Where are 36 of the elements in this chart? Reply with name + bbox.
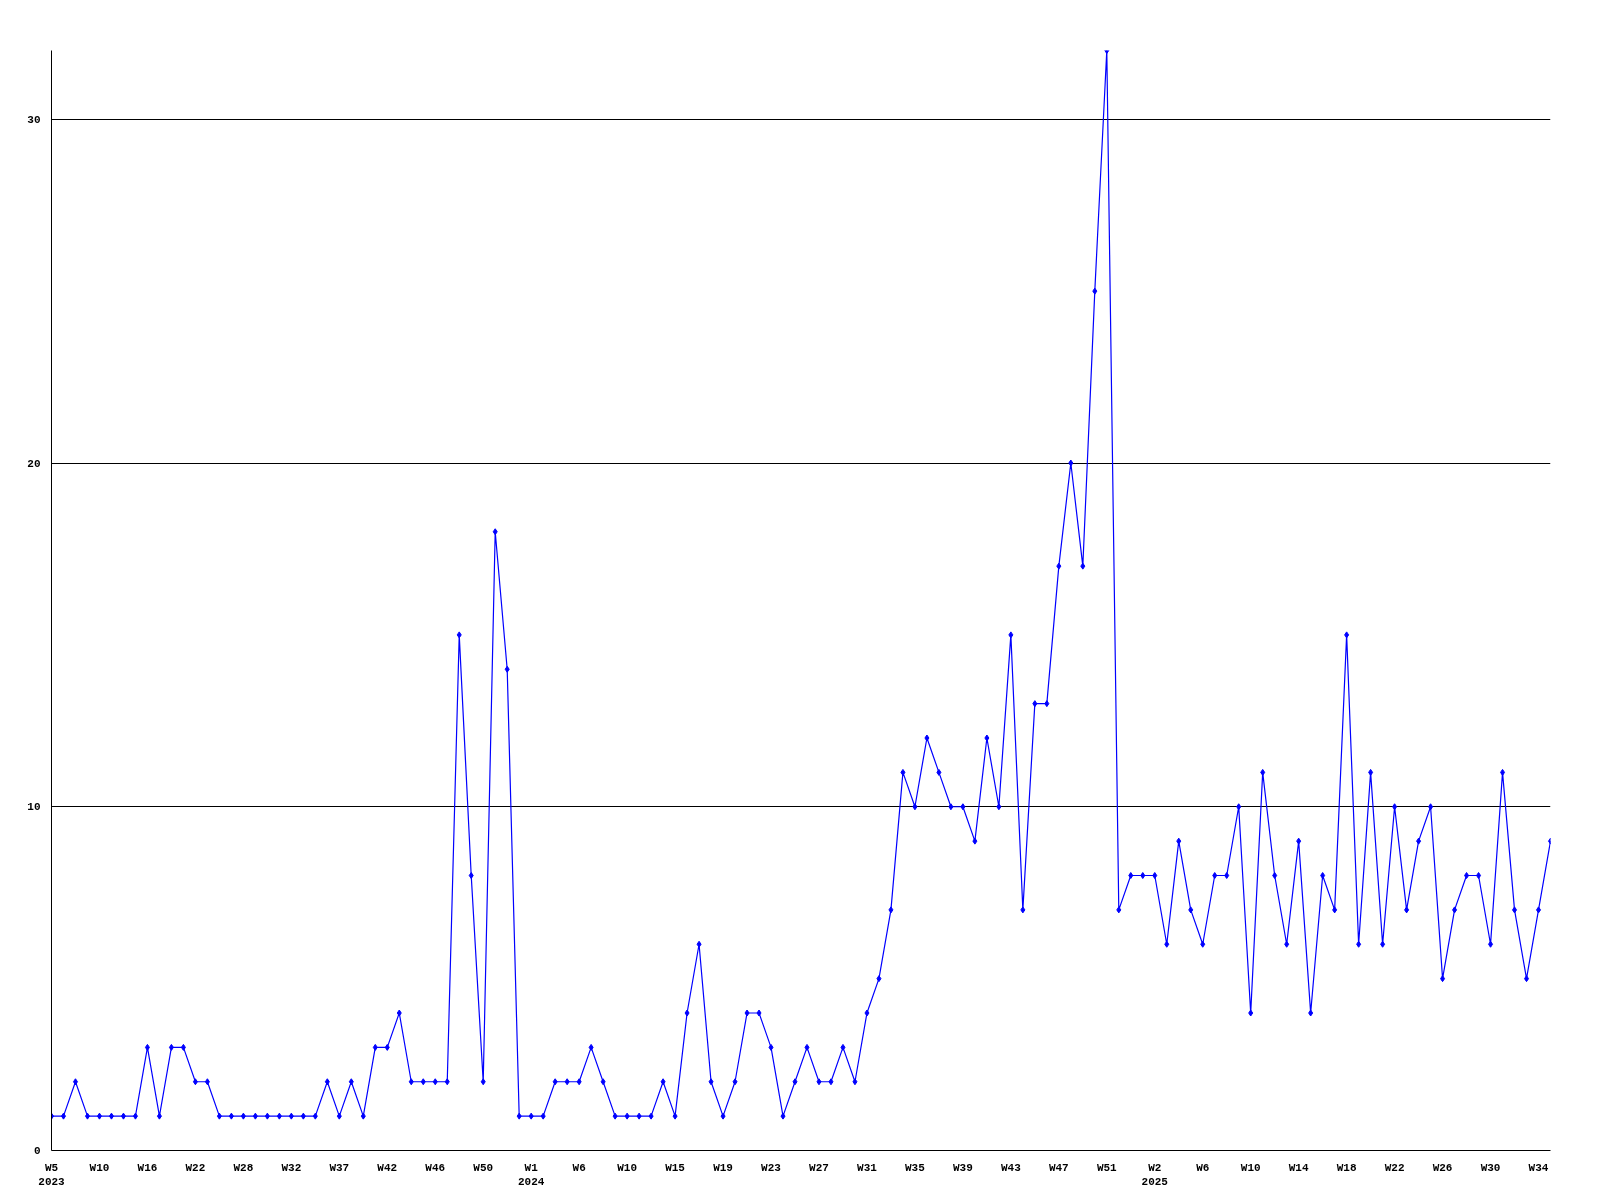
x-tick-label: W1 2024 [517, 1161, 545, 1188]
x-tick-label: W18 [1336, 1161, 1357, 1174]
x-tick-label: W42 [377, 1161, 398, 1174]
x-tick-label: W5 2023 [38, 1161, 66, 1188]
x-tick-label: W35 [905, 1161, 926, 1174]
x-tick-label: W14 [1288, 1161, 1309, 1174]
x-tick-label: W32 [281, 1161, 302, 1174]
x-tick-label: W28 [233, 1161, 254, 1174]
x-tick-label: W50 [473, 1161, 494, 1174]
x-tick-label: W26 [1432, 1161, 1453, 1174]
x-tick-label: W23 [761, 1161, 782, 1174]
x-tick-label: W43 [1000, 1161, 1022, 1174]
y-tick-label: 20 [27, 457, 41, 470]
x-tick-label: W34 [1528, 1161, 1549, 1174]
x-tick-label: W19 [713, 1161, 733, 1174]
x-tick-label: W47 [1048, 1161, 1069, 1174]
x-tick-label: W22 [1384, 1161, 1405, 1174]
x-tick-label: W39 [952, 1161, 973, 1174]
x-tick-label: W22 [185, 1161, 206, 1174]
x-tick-label: W51 [1096, 1161, 1118, 1174]
x-tick-label: W6 [1196, 1161, 1210, 1174]
x-tick-label: W46 [425, 1161, 446, 1174]
x-tick-label: W10 [617, 1161, 638, 1174]
x-tick-label: W37 [329, 1161, 350, 1174]
x-tick-label: W31 [857, 1161, 878, 1174]
x-tick-label: W6 [572, 1161, 586, 1174]
x-tick-label: W10 [1240, 1161, 1261, 1174]
y-tick-label: 30 [27, 113, 41, 126]
x-tick-label: W15 [665, 1161, 686, 1174]
x-tick-label: W16 [137, 1161, 158, 1174]
x-tick-label: W30 [1480, 1161, 1501, 1174]
y-tick-label: 10 [27, 801, 41, 814]
y-tick-label: 0 [33, 1145, 41, 1157]
x-tick-label: W2 2025 [1141, 1161, 1169, 1188]
x-tick-label: W27 [809, 1161, 829, 1174]
x-tick-label: W10 [89, 1161, 110, 1174]
